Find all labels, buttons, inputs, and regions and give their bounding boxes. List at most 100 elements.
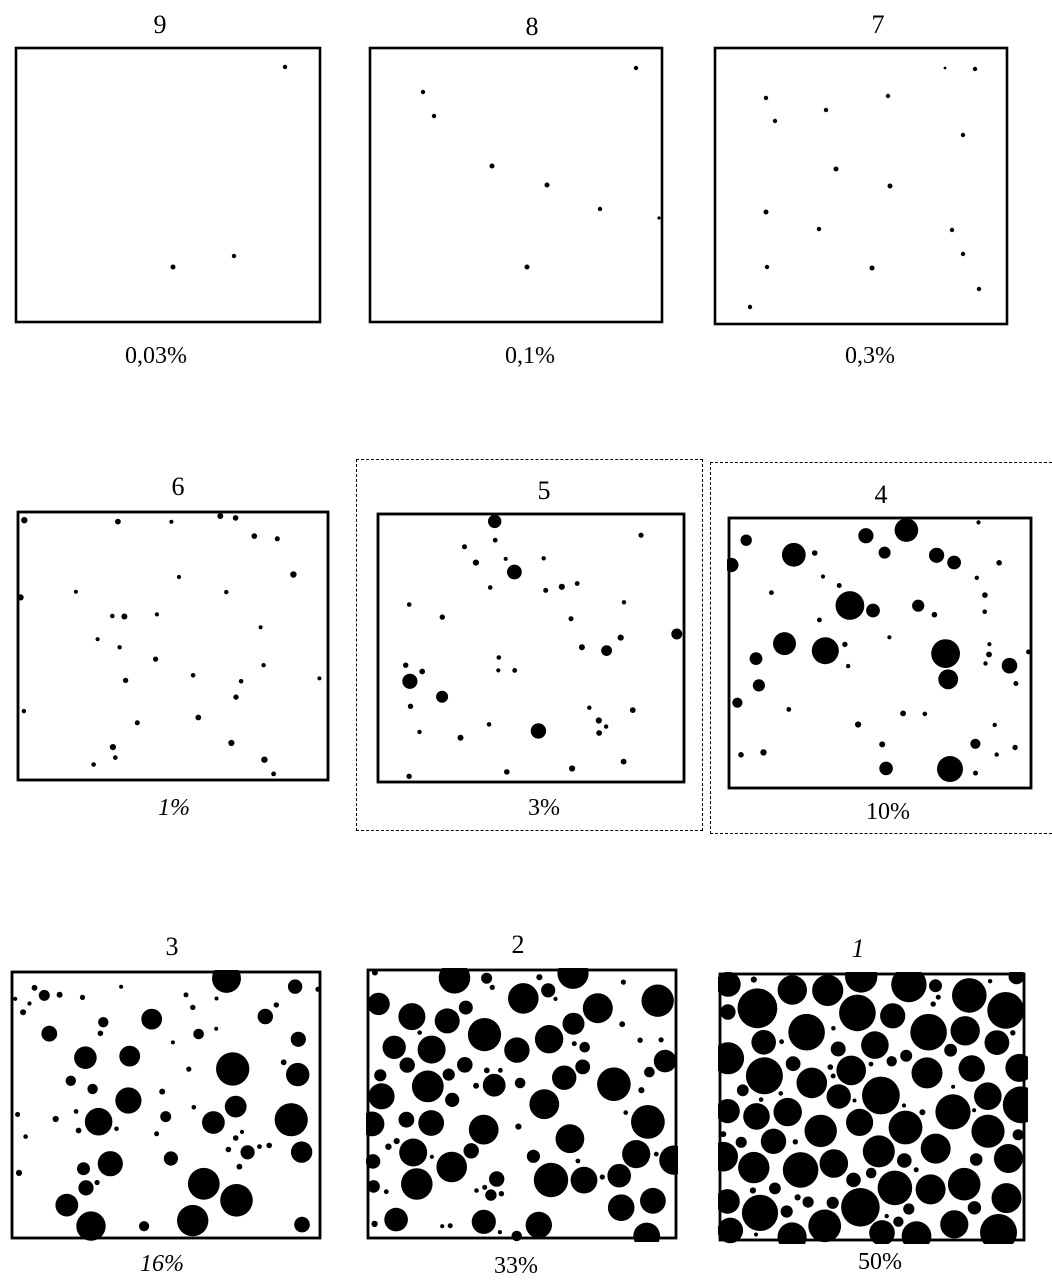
particle	[735, 1136, 747, 1148]
particle	[524, 264, 530, 270]
particle	[154, 1131, 160, 1137]
particle	[943, 66, 947, 70]
particle	[601, 645, 612, 656]
particle	[552, 1065, 577, 1090]
particle	[94, 1179, 100, 1186]
particle	[258, 625, 263, 630]
panel-fraction-5: 3%	[528, 795, 560, 821]
particle	[187, 1167, 220, 1200]
particle	[485, 1189, 497, 1201]
particle	[596, 730, 602, 736]
particle	[629, 707, 636, 713]
particle	[599, 1174, 605, 1180]
particle	[212, 970, 241, 993]
particle	[736, 1084, 749, 1097]
particle	[940, 1210, 969, 1239]
particle	[134, 720, 140, 726]
panel-6-dots	[16, 510, 330, 782]
particle	[830, 1073, 836, 1079]
particle	[489, 984, 495, 990]
particle	[153, 656, 159, 662]
particle	[399, 1138, 428, 1167]
particle	[929, 979, 942, 993]
particle	[831, 1026, 836, 1031]
particle	[366, 1111, 385, 1137]
particle	[826, 1084, 851, 1109]
particle	[772, 118, 778, 124]
particle	[482, 1184, 488, 1190]
panel-2-dots	[366, 968, 678, 1242]
particle	[754, 1232, 758, 1237]
particle	[498, 1191, 505, 1197]
particle	[186, 1066, 192, 1072]
particle	[417, 729, 422, 735]
particle	[987, 642, 992, 647]
particle	[885, 93, 891, 99]
particle	[879, 741, 886, 748]
particle	[745, 1057, 783, 1095]
particle	[193, 1028, 204, 1040]
particle	[286, 1062, 310, 1087]
particle	[20, 1009, 27, 1016]
particle	[216, 1052, 250, 1086]
panel-number-6: 6	[171, 472, 185, 501]
particle	[38, 989, 50, 1001]
particle	[489, 1171, 505, 1187]
particle	[880, 1003, 906, 1029]
particle	[747, 304, 753, 310]
particle	[631, 1105, 665, 1139]
particle	[115, 1087, 142, 1114]
particle	[792, 1139, 798, 1145]
particle	[952, 978, 987, 1013]
particle	[398, 1111, 415, 1128]
particle	[122, 677, 129, 684]
particle	[718, 972, 741, 997]
particle	[976, 520, 981, 525]
particle	[970, 738, 981, 749]
particle	[839, 994, 876, 1032]
particle	[482, 1073, 506, 1097]
panel-4-dots	[727, 516, 1033, 790]
panel-number-3: 3	[165, 932, 179, 961]
panel-fraction-4: 10%	[866, 799, 910, 825]
particle	[474, 1188, 479, 1193]
particle	[407, 703, 414, 709]
panel-fraction-3: 16%	[140, 1251, 184, 1277]
particle	[110, 613, 115, 619]
panel-3	[10, 970, 322, 1242]
particle	[760, 1128, 787, 1154]
particle	[544, 182, 550, 188]
particle	[779, 1039, 784, 1045]
particle	[251, 533, 258, 539]
particle	[508, 983, 539, 1014]
particle	[468, 1114, 499, 1145]
particle	[836, 1055, 866, 1086]
particle	[796, 1067, 828, 1099]
particle	[271, 771, 276, 777]
particle	[56, 991, 63, 998]
particle	[530, 723, 547, 739]
particle	[382, 1035, 406, 1059]
particle	[842, 641, 848, 648]
panel-6	[16, 510, 330, 784]
particle	[743, 1103, 770, 1130]
particle	[154, 612, 159, 617]
particle	[972, 66, 978, 72]
panel-1	[718, 972, 1028, 1244]
particle	[115, 518, 121, 525]
particle	[534, 1025, 564, 1054]
particle	[931, 611, 938, 618]
particle	[877, 1170, 913, 1206]
panel-number-1: 1	[851, 934, 865, 963]
particle	[139, 1221, 150, 1232]
particle	[417, 1035, 446, 1064]
particle	[607, 1194, 635, 1221]
particle	[794, 1194, 801, 1201]
particle	[217, 513, 224, 519]
particle	[737, 988, 778, 1029]
particle	[457, 734, 464, 741]
particle	[557, 968, 589, 989]
particle	[236, 1163, 243, 1170]
particle	[658, 1037, 664, 1043]
particle	[401, 1168, 433, 1200]
